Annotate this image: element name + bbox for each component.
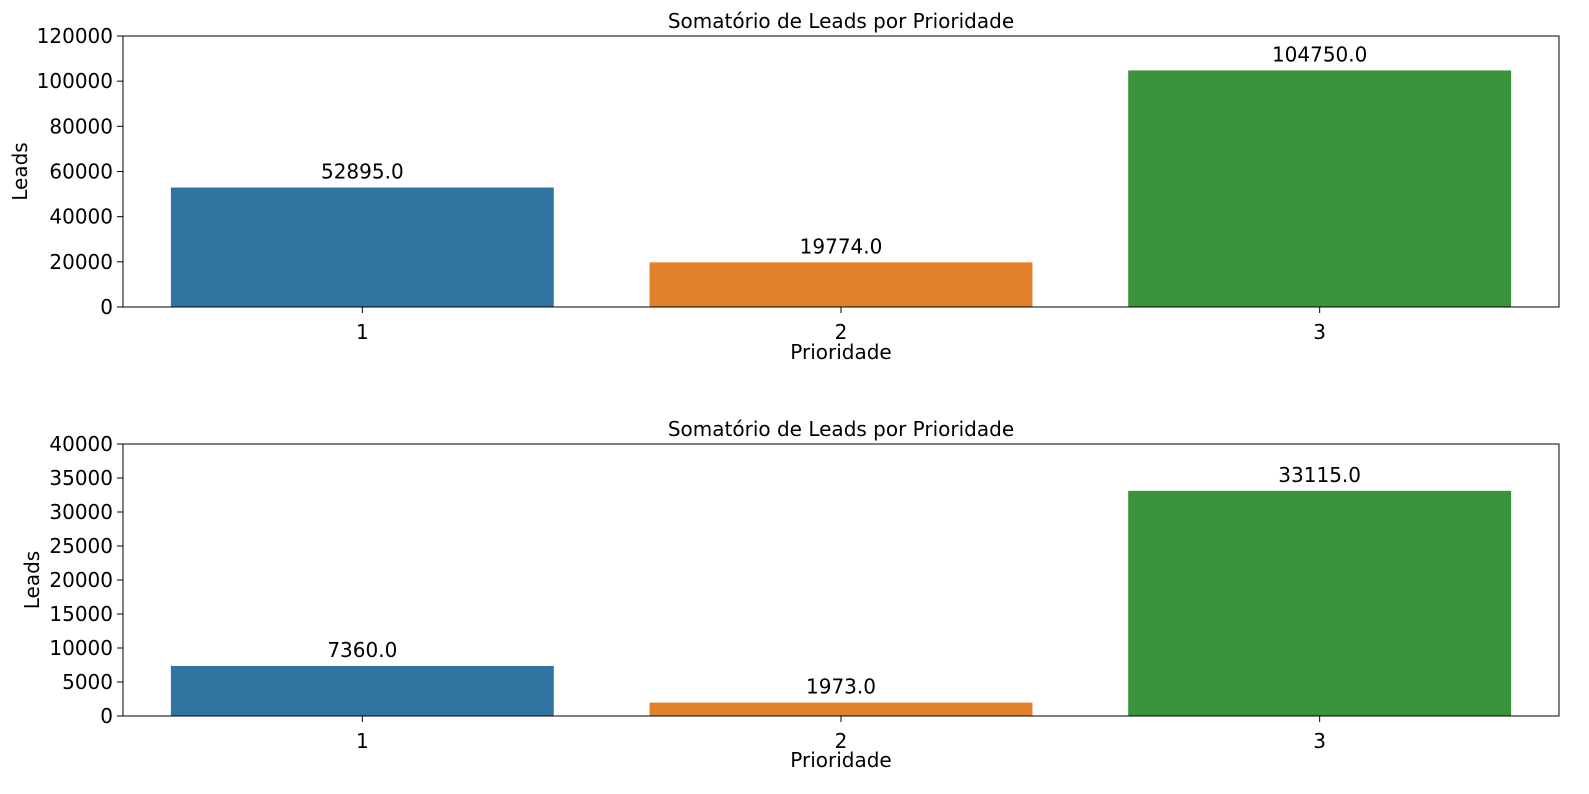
x-tick-label: 2 bbox=[835, 320, 848, 344]
y-tick-label: 20000 bbox=[49, 250, 113, 274]
y-tick-label: 40000 bbox=[49, 432, 113, 456]
y-tick-label: 30000 bbox=[49, 500, 113, 524]
y-tick-label: 100000 bbox=[37, 69, 113, 93]
x-tick-label: 3 bbox=[1313, 729, 1326, 753]
chart-panel-2: 0 5000 10000 15000 20000 25000 30000 35000 40000… bbox=[20, 417, 1560, 772]
x-tick-label: 1 bbox=[356, 320, 369, 344]
x-tick-label: 3 bbox=[1313, 320, 1326, 344]
x-axis-label: Prioridade bbox=[790, 340, 891, 364]
y-tick-label: 0 bbox=[100, 295, 113, 319]
y-tick-label: 60000 bbox=[49, 160, 113, 184]
y-tick-label: 25000 bbox=[49, 534, 113, 558]
y-axis-label: Leads bbox=[20, 551, 44, 609]
y-axis-label: Leads bbox=[8, 142, 32, 200]
data-label: 7360.0 bbox=[327, 638, 397, 662]
y-tick-label: 15000 bbox=[49, 602, 113, 626]
bar-prioridade-1 bbox=[170, 665, 554, 716]
y-tick-label: 120000 bbox=[37, 24, 113, 48]
chart-panel-1: 0 20000 40000 60000 80000 100000 120000 1 2 3 5289… bbox=[8, 9, 1560, 364]
y-tick-label: 5000 bbox=[62, 670, 113, 694]
y-tick-label: 40000 bbox=[49, 205, 113, 229]
y-tick-label: 35000 bbox=[49, 466, 113, 490]
x-axis-label: Prioridade bbox=[790, 748, 891, 772]
x-tick-label: 1 bbox=[356, 729, 369, 753]
chart-title: Somatório de Leads por Prioridade bbox=[668, 9, 1014, 33]
data-label: 104750.0 bbox=[1272, 42, 1367, 66]
data-label: 33115.0 bbox=[1278, 463, 1361, 487]
data-label: 19774.0 bbox=[800, 234, 883, 258]
bar-prioridade-1 bbox=[170, 187, 554, 307]
y-tick-label: 10000 bbox=[49, 636, 113, 660]
data-label: 1973.0 bbox=[806, 675, 876, 699]
bar-prioridade-3 bbox=[1128, 70, 1512, 308]
x-tick-label: 2 bbox=[835, 729, 848, 753]
y-tick-label: 80000 bbox=[49, 114, 113, 138]
y-tick-label: 0 bbox=[100, 704, 113, 728]
data-label: 52895.0 bbox=[321, 160, 404, 184]
bar-prioridade-2 bbox=[649, 702, 1033, 716]
bar-prioridade-2 bbox=[649, 262, 1033, 307]
y-tick-label: 20000 bbox=[49, 568, 113, 592]
chart-title: Somatório de Leads por Prioridade bbox=[668, 417, 1014, 441]
bar-prioridade-3 bbox=[1128, 490, 1512, 716]
